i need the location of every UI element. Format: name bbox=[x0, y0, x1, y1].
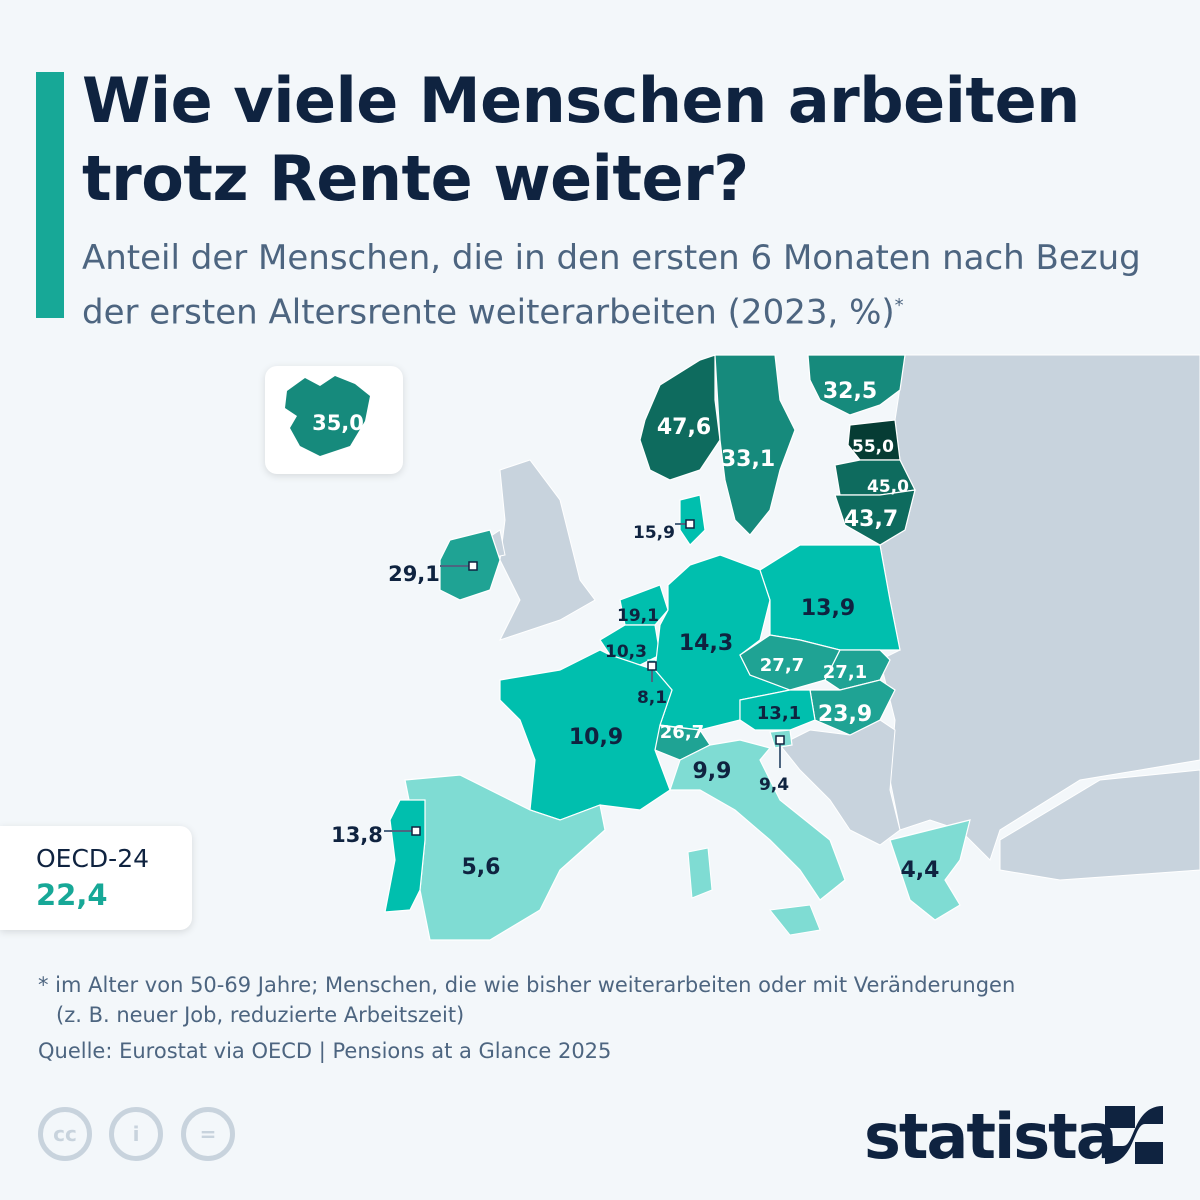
value-label-hungary: 23,9 bbox=[818, 702, 872, 727]
value-label-italy: 9,9 bbox=[693, 759, 732, 784]
value-label-luxembourg: 8,1 bbox=[637, 688, 667, 708]
value-label-lithuania: 43,7 bbox=[844, 507, 898, 532]
value-label-greece: 4,4 bbox=[901, 858, 940, 883]
value-label-portugal: 13,8 bbox=[331, 823, 383, 847]
region-austria[interactable] bbox=[739, 689, 816, 731]
value-label-france: 10,9 bbox=[569, 725, 623, 750]
region-sweden[interactable] bbox=[714, 354, 796, 536]
region-france[interactable] bbox=[499, 649, 673, 821]
value-label-germany: 14,3 bbox=[679, 631, 733, 656]
cc-icon[interactable]: cc bbox=[38, 1107, 92, 1161]
non-data-land bbox=[999, 769, 1200, 881]
leader-marker bbox=[411, 826, 421, 836]
region-portugal[interactable] bbox=[384, 799, 426, 913]
value-label-belgium: 10,3 bbox=[605, 642, 647, 662]
value-label-netherlands: 19,1 bbox=[617, 606, 659, 626]
oecd-label: OECD-24 bbox=[36, 844, 150, 873]
value-label-sweden: 33,1 bbox=[721, 447, 775, 472]
value-label-switzerland: 26,7 bbox=[660, 722, 704, 743]
no-derivatives-icon[interactable]: = bbox=[181, 1107, 235, 1161]
leader-marker bbox=[685, 519, 695, 529]
footnote: * im Alter von 50-69 Jahre; Menschen, di… bbox=[38, 970, 1015, 1030]
footnote-mark: * bbox=[894, 295, 904, 316]
footnote-line-1: * im Alter von 50-69 Jahre; Menschen, di… bbox=[38, 973, 1016, 997]
iceland-map: 35,0 bbox=[285, 376, 370, 456]
statista-logo[interactable]: statista bbox=[864, 1100, 1118, 1173]
accent-bar bbox=[36, 72, 64, 318]
attribution-icon[interactable]: i bbox=[109, 1107, 163, 1161]
source: Quelle: Eurostat via OECD | Pensions at … bbox=[38, 1039, 612, 1063]
region-netherlands[interactable] bbox=[619, 584, 669, 626]
region-finland[interactable] bbox=[807, 354, 906, 416]
value-label-latvia: 45,0 bbox=[867, 477, 909, 497]
island-region bbox=[769, 904, 821, 936]
value-label-czechia: 27,7 bbox=[760, 655, 804, 676]
value-label-denmark: 15,9 bbox=[633, 523, 675, 543]
value-label-estonia: 55,0 bbox=[852, 437, 894, 457]
value-label-finland: 32,5 bbox=[823, 379, 877, 404]
region-lithuania[interactable] bbox=[834, 489, 916, 546]
non-data-land bbox=[499, 459, 596, 641]
value-label-slovakia: 27,1 bbox=[823, 662, 867, 683]
island-region bbox=[687, 847, 713, 899]
subtitle: Anteil der Menschen, die in den ersten 6… bbox=[82, 234, 1182, 336]
value-label-slovenia: 9,4 bbox=[759, 775, 789, 795]
value-label-ireland: 29,1 bbox=[388, 562, 440, 586]
europe-map: 47,6 33,1 32,5 55,0 45,0 43,7 15,9 29,1 19,1 10,3… bbox=[331, 354, 1200, 941]
value-label-austria: 13,1 bbox=[757, 703, 801, 724]
page-title: Wie viele Menschen arbeiten trotz Rente … bbox=[82, 64, 1080, 215]
non-data-land bbox=[779, 719, 901, 846]
leader-marker bbox=[647, 661, 657, 671]
value-label-norway: 47,6 bbox=[657, 415, 711, 440]
region-greece[interactable] bbox=[889, 819, 971, 921]
leader-marker bbox=[468, 561, 478, 571]
region-italy[interactable] bbox=[669, 739, 846, 901]
oecd-value: 22,4 bbox=[36, 878, 108, 912]
value-label-poland: 13,9 bbox=[801, 596, 855, 621]
oecd-average-box: OECD-24 22,4 bbox=[0, 826, 192, 930]
region-iceland[interactable] bbox=[285, 376, 370, 456]
leader-marker bbox=[775, 735, 785, 745]
footnote-line-2: (z. B. neuer Job, reduzierte Arbeitszeit… bbox=[56, 1003, 465, 1027]
subtitle-text: Anteil der Menschen, die in den ersten 6… bbox=[82, 238, 1141, 333]
region-hungary[interactable] bbox=[809, 679, 896, 736]
value-label-spain: 5,6 bbox=[462, 855, 501, 880]
value-label-iceland: 35,0 bbox=[312, 411, 364, 435]
statista-logo-icon bbox=[1105, 1106, 1163, 1164]
